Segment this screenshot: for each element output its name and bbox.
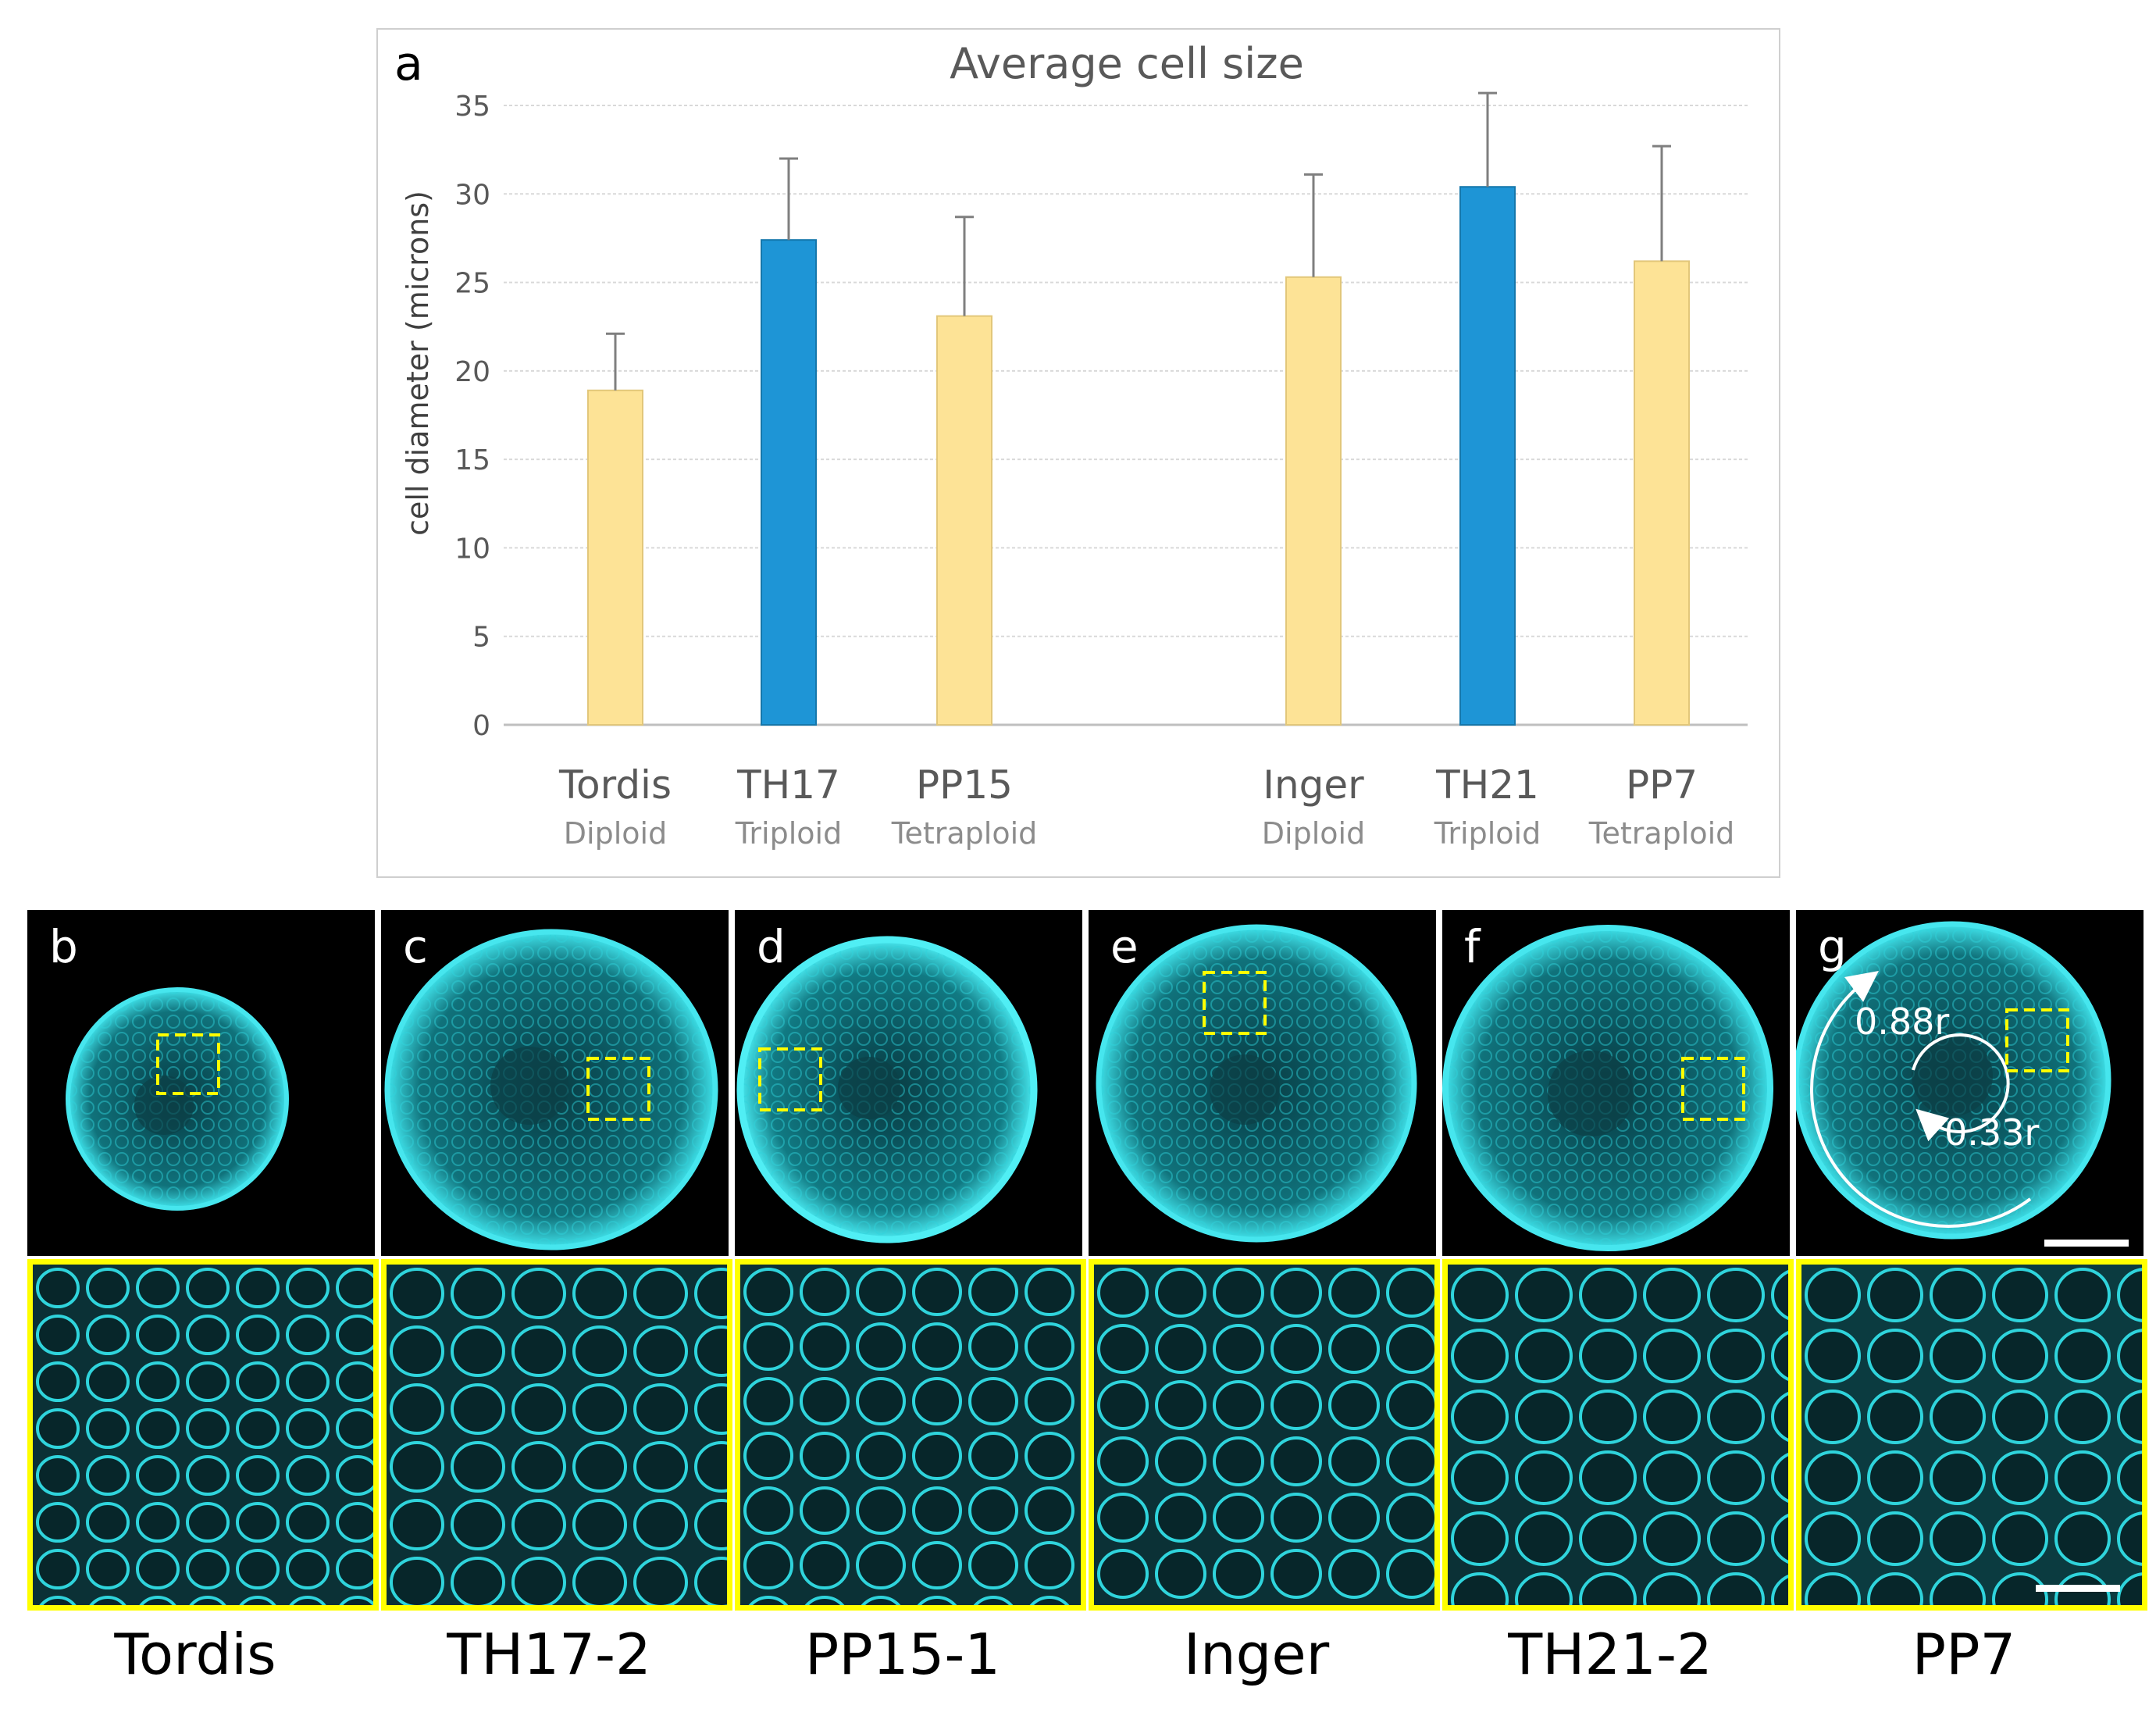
bar-th17: [761, 239, 817, 726]
y-tick-label: 35: [454, 91, 490, 123]
panel-letter-f: f: [1464, 920, 1481, 973]
zoom-image: [1094, 1265, 1434, 1605]
panel-letter-d: d: [757, 920, 786, 973]
scale-bar-bottom: [2036, 1585, 2120, 1592]
annotation-inner-radius: 0.33r: [1944, 1111, 2040, 1154]
zoom-panel-pp7: [1796, 1259, 2147, 1611]
panel-letter-c: c: [403, 920, 428, 973]
zoom-image: [1448, 1265, 1788, 1605]
sample-label-th17-2: TH17-2: [447, 1621, 651, 1687]
zoom-panel-pp15-1: [735, 1259, 1086, 1611]
chart-title: Average cell size: [950, 39, 1304, 88]
micrograph-panel-d: d: [735, 910, 1082, 1256]
panel-letter-a: a: [394, 37, 423, 91]
micrograph-panel-e: e: [1089, 910, 1436, 1256]
category-label: PP15: [916, 762, 1013, 808]
scale-bar-top: [2044, 1240, 2129, 1247]
category-label: Tordis: [558, 762, 672, 808]
sample-label-inger: Inger: [1183, 1621, 1330, 1687]
category-labels: Tordis Diploid TH17 Triploid PP15 Tetraploid I…: [558, 762, 1734, 851]
zoom-panel-th17-2: [381, 1259, 732, 1611]
y-tick-label: 10: [454, 533, 490, 565]
sample-label-th21-2: TH21-2: [1508, 1621, 1712, 1687]
micrograph-image: [736, 936, 1038, 1243]
bar-inger: [1285, 276, 1342, 726]
y-tick-label: 25: [454, 268, 490, 300]
bar-th21: [1459, 186, 1516, 726]
y-tick-label: 20: [454, 356, 490, 388]
micrograph-image: [1096, 924, 1417, 1243]
zoom-image: [33, 1265, 373, 1605]
ploidy-label: Triploid: [1434, 816, 1541, 851]
y-tick-label: 30: [454, 179, 490, 211]
category-label: TH17: [736, 762, 840, 808]
bar-pp7: [1634, 260, 1690, 726]
micrograph-panel-f: f: [1442, 910, 1790, 1256]
ploidy-label: Triploid: [735, 816, 842, 851]
bar-chart: 0 5 10 15 20 25 30 35 Tordis Diploid TH17 Triploid…: [394, 37, 1748, 851]
ploidy-label: Diploid: [1262, 816, 1365, 851]
panel-letter-b: b: [49, 920, 78, 973]
micrograph-image: [66, 987, 289, 1211]
micrograph-image: [1796, 921, 2111, 1240]
micrograph-image: [1442, 925, 1773, 1251]
y-tick-label: 15: [454, 444, 490, 476]
annotation-outer-radius: 0.88r: [1855, 1001, 1950, 1043]
sample-label-pp7: PP7: [1912, 1621, 2016, 1687]
gridlines: [504, 105, 1748, 726]
y-axis-label: cell diameter (microns): [401, 191, 435, 536]
y-tick-label: 5: [472, 622, 490, 654]
category-label: Inger: [1263, 762, 1364, 808]
bar-tordis: [587, 389, 643, 726]
panel-letter-e: e: [1110, 920, 1139, 973]
zoom-image: [1801, 1265, 2142, 1605]
sample-label-pp15-1: PP15-1: [804, 1621, 1001, 1687]
ploidy-label: Tetraploid: [891, 816, 1038, 851]
sample-label-tordis: Tordis: [114, 1621, 276, 1687]
y-tick-label: 0: [472, 710, 490, 742]
category-label: TH21: [1435, 762, 1539, 808]
micrograph-panel-b: b: [27, 910, 375, 1256]
ploidy-label: Diploid: [564, 816, 667, 851]
micrograph-image: [384, 929, 718, 1250]
zoom-panel-tordis: [27, 1259, 379, 1611]
bars: [587, 91, 1690, 726]
bar-pp15: [936, 315, 992, 726]
panel-letter-g: g: [1818, 920, 1847, 973]
micrograph-panel-c: c: [381, 910, 729, 1256]
zoom-image: [740, 1265, 1081, 1605]
micrograph-panel-g: g 0.88r 0.33r: [1796, 910, 2144, 1256]
y-axis: 0 5 10 15 20 25 30 35: [454, 91, 490, 742]
zoom-panel-th21-2: [1442, 1259, 1794, 1611]
zoom-image: [387, 1265, 727, 1605]
ploidy-label: Tetraploid: [1588, 816, 1735, 851]
category-label: PP7: [1626, 762, 1698, 808]
zoom-panel-inger: [1089, 1259, 1440, 1611]
